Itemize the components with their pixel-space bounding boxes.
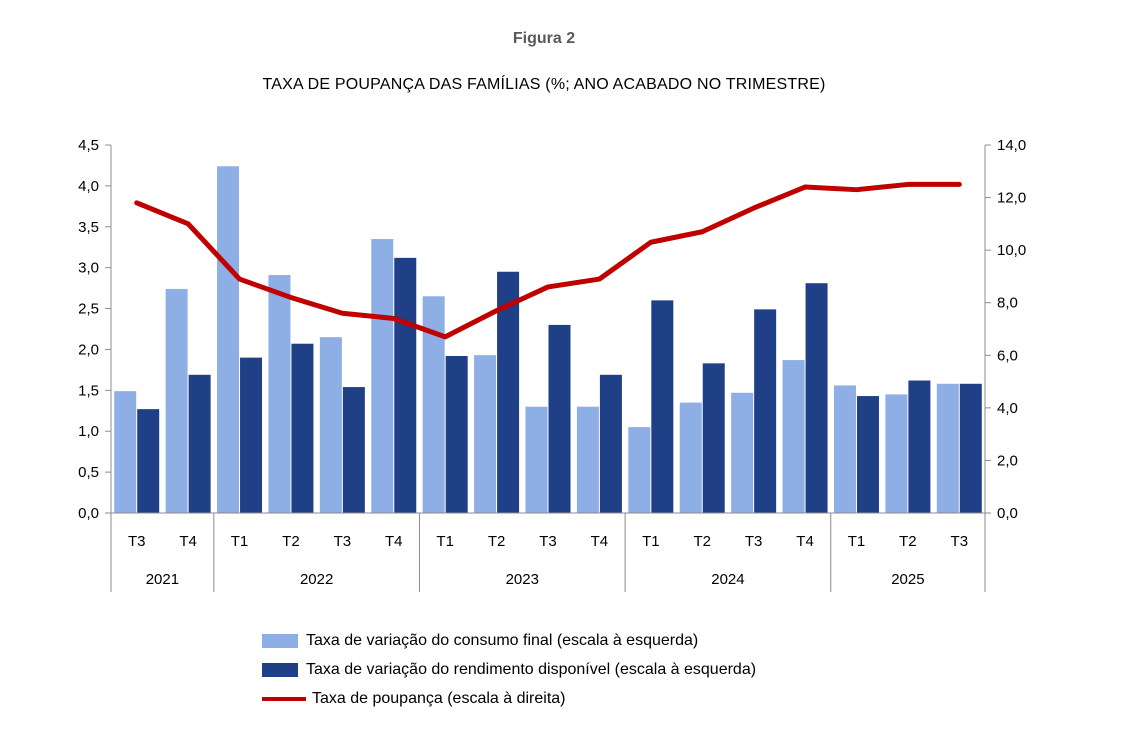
bar-rendimento-14 [856,396,879,513]
bar-consumo-6 [422,296,445,513]
right-tick-label-7: 14,0 [997,137,1026,154]
right-tick-label-3: 6,0 [997,347,1018,364]
bar-consumo-8 [525,406,548,513]
bar-rendimento-3 [291,343,314,513]
bar-rendimento-11 [702,363,725,513]
left-tick-label-3: 1,5 [78,382,99,399]
legend-label-poupanca: Taxa de poupança (escala à direita) [312,689,566,707]
bar-rendimento-4 [342,387,365,513]
year-label-2025: 2025 [891,571,924,588]
left-tick-label-0: 0,0 [78,505,99,522]
line-poupanca [134,181,962,340]
right-tick-label-5: 10,0 [997,242,1026,259]
bar-consumo-13 [782,360,805,513]
bar-consumo-15 [885,394,908,513]
left-tick-label-4: 2,0 [78,341,99,358]
category-label-0: T3 [128,533,146,550]
legend-label-consumo: Taxa de variação do consumo final (escal… [306,631,699,649]
legend-item-poupanca: Taxa de poupança (escala à direita) [262,684,756,713]
left-tick-label-8: 4,0 [78,178,99,195]
bar-consumo-10 [628,427,651,513]
legend-label-rendimento: Taxa de variação do rendimento disponíve… [306,660,757,678]
left-tick-label-7: 3,5 [78,219,99,236]
left-tick-label-2: 1,0 [78,423,99,440]
bar-consumo-0 [114,391,137,513]
right-tick-label-6: 12,0 [997,190,1026,207]
left-tick-label-5: 2,5 [78,301,99,318]
bar-rendimento-9 [599,374,622,513]
bar-rendimento-6 [445,355,468,513]
bar-rendimento-1 [188,374,211,513]
bar-rendimento-10 [651,300,674,513]
category-label-7: T2 [488,533,506,550]
legend: Taxa de variação do consumo final (escal… [262,626,756,713]
line-layer [134,181,962,340]
category-label-9: T4 [591,533,609,550]
category-label-2: T1 [231,533,249,550]
axes-layer: 0,0 0,5 1,0 1,5 2,0 2,5 3,0 3,5 4,0 4,5 0,0 2,0 4,0 6… [78,137,1026,592]
category-label-1: T4 [179,533,197,550]
bar-consumo-12 [731,392,754,513]
category-label-10: T1 [642,533,660,550]
legend-item-consumo: Taxa de variação do consumo final (escal… [262,626,756,655]
right-tick-label-0: 0,0 [997,505,1018,522]
bar-consumo-3 [268,275,291,513]
right-tick-label-2: 4,0 [997,400,1018,417]
bar-consumo-5 [371,239,394,514]
legend-swatch-rendimento [262,662,298,677]
bar-consumo-1 [165,288,188,513]
bar-rendimento-2 [240,357,263,513]
category-label-16: T3 [951,533,969,550]
bar-rendimento-15 [908,380,931,513]
legend-swatch-consumo [262,633,298,648]
chart-title: TAXA DE POUPANÇA DAS FAMÍLIAS (%; ANO AC… [262,76,826,93]
bar-rendimento-12 [754,309,777,513]
bar-rendimento-16 [959,383,982,513]
left-tick-label-6: 3,0 [78,260,99,277]
legend-swatch-poupanca [262,696,306,701]
year-label-2023: 2023 [506,571,539,588]
bar-consumo-14 [833,385,856,513]
category-label-4: T3 [334,533,352,550]
category-label-14: T1 [848,533,866,550]
category-label-13: T4 [796,533,814,550]
left-tick-label-1: 0,5 [78,464,99,481]
right-tick-label-4: 8,0 [997,295,1018,312]
bar-rendimento-5 [394,257,417,513]
bar-rendimento-13 [805,283,828,513]
bar-rendimento-8 [548,324,571,513]
bars-layer [114,166,982,514]
bar-consumo-11 [679,402,702,513]
right-tick-label-1: 2,0 [997,452,1018,469]
bar-consumo-2 [217,166,240,514]
category-label-6: T1 [436,533,454,550]
legend-item-rendimento: Taxa de variação do rendimento disponíve… [262,655,756,684]
bar-consumo-4 [319,337,342,513]
figure-label: Figura 2 [512,30,576,47]
bar-consumo-16 [936,383,959,513]
year-label-2021: 2021 [146,571,179,588]
left-tick-label-9: 4,5 [78,137,99,154]
category-label-8: T3 [539,533,557,550]
year-label-2022: 2022 [300,571,333,588]
category-label-15: T2 [899,533,917,550]
category-label-11: T2 [693,533,711,550]
bar-consumo-7 [474,355,497,513]
category-label-12: T3 [745,533,763,550]
year-label-2024: 2024 [711,571,744,588]
bar-rendimento-0 [137,409,160,513]
category-label-3: T2 [282,533,300,550]
bar-rendimento-7 [497,271,520,513]
bar-consumo-9 [576,406,599,513]
category-label-5: T4 [385,533,403,550]
